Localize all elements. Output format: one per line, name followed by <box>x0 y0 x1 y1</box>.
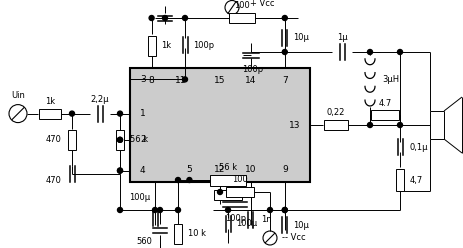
Text: 14: 14 <box>245 76 257 85</box>
Text: 100: 100 <box>232 175 248 184</box>
Text: 10: 10 <box>245 165 257 174</box>
Bar <box>116 130 124 150</box>
Text: 100p: 100p <box>225 214 246 223</box>
Circle shape <box>368 50 373 55</box>
Text: 2,2μ: 2,2μ <box>91 94 109 104</box>
Text: 7: 7 <box>282 76 288 85</box>
Text: 8: 8 <box>149 76 155 85</box>
Text: 470: 470 <box>46 176 62 185</box>
Circle shape <box>157 208 163 213</box>
Bar <box>396 169 404 191</box>
Circle shape <box>175 208 181 213</box>
Circle shape <box>282 15 288 21</box>
Text: 4: 4 <box>140 166 146 175</box>
Circle shape <box>118 111 123 116</box>
Text: 470: 470 <box>46 135 62 144</box>
Text: 56 k: 56 k <box>219 163 237 172</box>
Text: 1n: 1n <box>261 216 271 224</box>
Text: 1μ: 1μ <box>337 33 347 42</box>
Circle shape <box>118 168 123 173</box>
Circle shape <box>152 208 157 213</box>
Text: 3μH: 3μH <box>382 75 399 84</box>
Text: 56 k: 56 k <box>130 135 148 144</box>
Circle shape <box>175 178 181 183</box>
Text: 2: 2 <box>140 135 146 144</box>
Circle shape <box>282 208 288 213</box>
Text: 11: 11 <box>175 76 186 85</box>
Circle shape <box>187 178 192 183</box>
Text: 9: 9 <box>282 165 288 174</box>
Text: 0,22: 0,22 <box>327 108 345 117</box>
Circle shape <box>282 208 288 213</box>
Bar <box>324 120 348 130</box>
Bar <box>148 36 156 56</box>
Text: 100μ: 100μ <box>129 193 150 202</box>
Text: Uin: Uin <box>11 91 25 100</box>
Circle shape <box>398 50 402 55</box>
Text: 100μ: 100μ <box>236 219 257 228</box>
Circle shape <box>149 15 154 21</box>
Text: 15: 15 <box>214 76 226 85</box>
Text: + Vcc: + Vcc <box>250 0 275 8</box>
Text: 4.7: 4.7 <box>378 99 392 108</box>
Bar <box>39 109 61 119</box>
Circle shape <box>268 208 273 213</box>
Circle shape <box>182 77 188 82</box>
Text: 1k: 1k <box>161 41 171 51</box>
Bar <box>174 224 182 244</box>
Bar <box>226 187 254 197</box>
Bar <box>130 68 310 182</box>
Circle shape <box>398 123 402 127</box>
Circle shape <box>118 137 123 142</box>
Circle shape <box>218 189 223 194</box>
Bar <box>229 13 255 23</box>
Circle shape <box>282 50 288 55</box>
Text: 4,7: 4,7 <box>410 176 423 185</box>
Bar <box>214 190 242 200</box>
Text: 560: 560 <box>136 238 152 247</box>
Circle shape <box>368 123 373 127</box>
Text: 12: 12 <box>214 165 225 174</box>
Circle shape <box>118 137 123 142</box>
Circle shape <box>225 208 231 213</box>
Text: 0,1μ: 0,1μ <box>410 143 428 152</box>
Text: 1k: 1k <box>45 97 55 106</box>
Text: 1: 1 <box>140 109 146 118</box>
Text: 10μ: 10μ <box>293 33 309 42</box>
Text: 3: 3 <box>140 75 146 84</box>
Text: 10μ: 10μ <box>293 220 309 229</box>
Text: -- Vcc: -- Vcc <box>282 234 306 243</box>
Text: 10 k: 10 k <box>188 229 206 239</box>
Bar <box>210 175 246 186</box>
Bar <box>68 130 76 150</box>
Text: 100p: 100p <box>193 40 214 50</box>
Circle shape <box>118 168 123 173</box>
Text: 13: 13 <box>288 121 300 129</box>
Text: 100p: 100p <box>242 65 263 74</box>
Text: 5: 5 <box>187 165 192 174</box>
Circle shape <box>69 111 75 116</box>
Circle shape <box>182 15 188 21</box>
Bar <box>371 110 399 120</box>
Circle shape <box>163 15 168 21</box>
Text: 100: 100 <box>234 1 250 10</box>
Circle shape <box>118 208 123 213</box>
